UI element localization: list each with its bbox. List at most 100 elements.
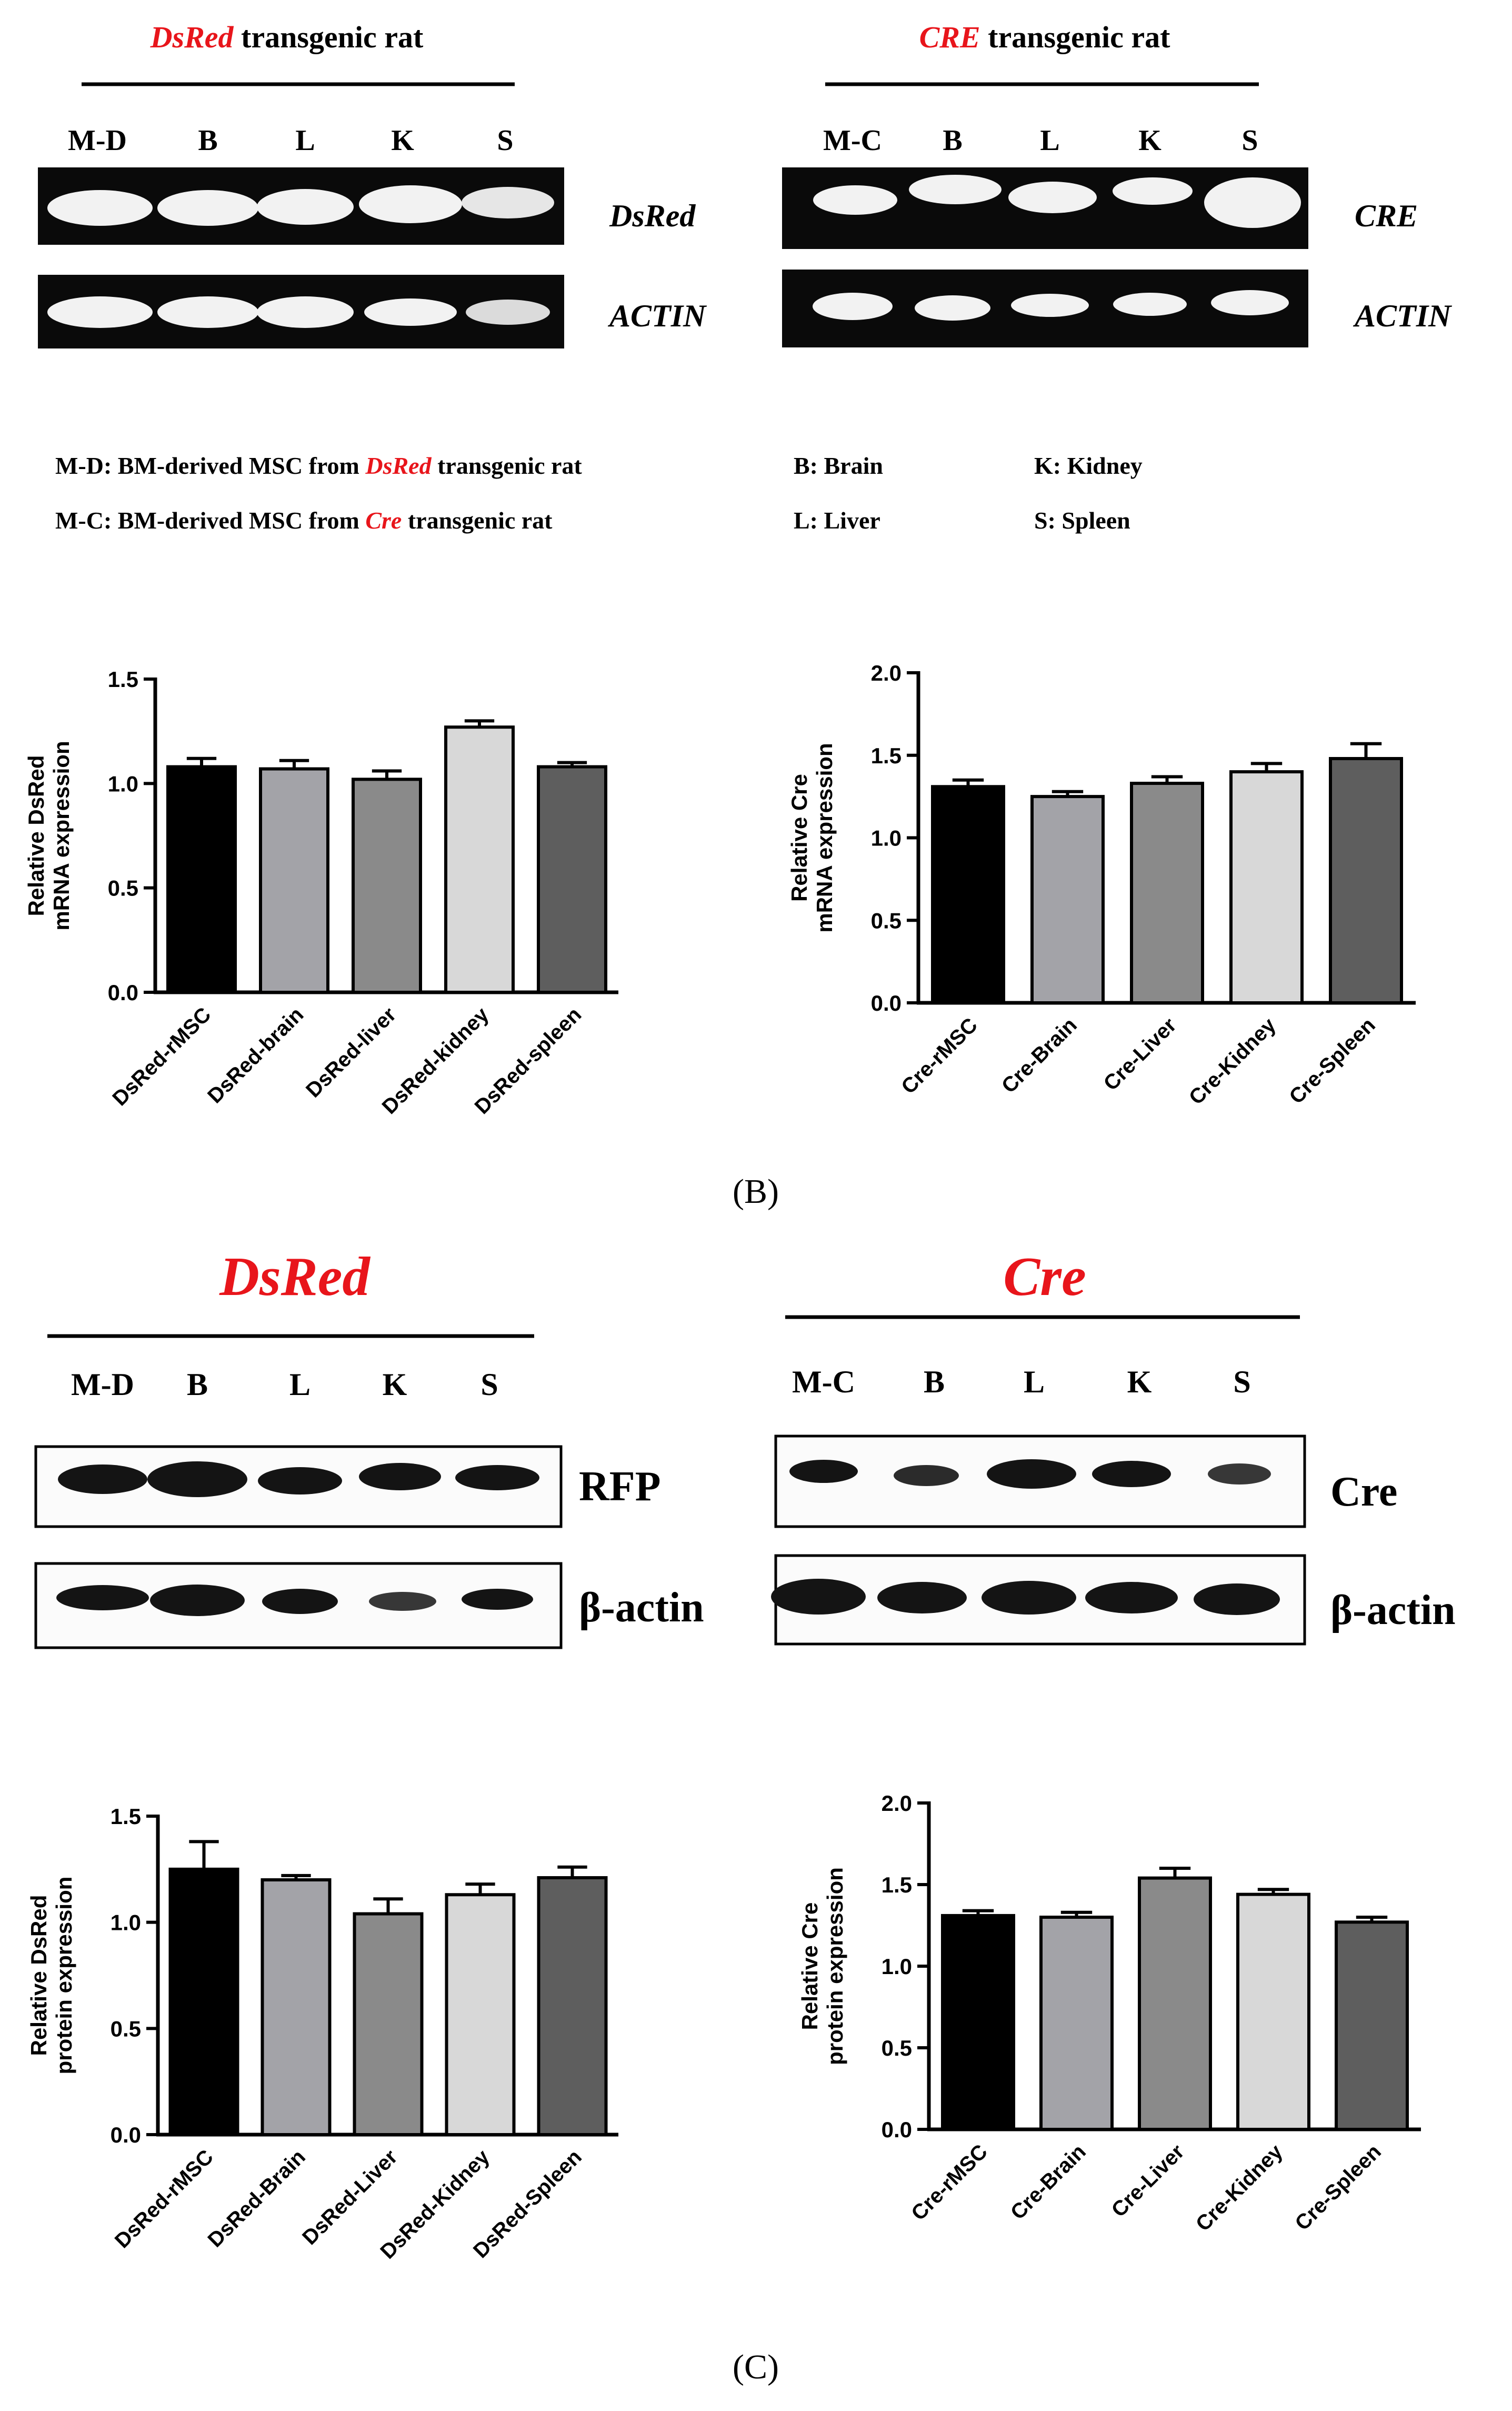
dsred-gel-band <box>462 187 554 218</box>
cre-blot-band <box>877 1582 967 1613</box>
legend-b: B: Brain <box>794 452 883 479</box>
bar <box>259 767 329 994</box>
dsred-blot-lane-label: K <box>383 1367 407 1402</box>
y-tick-label: 1.0 <box>871 826 902 851</box>
dsred-gel-lane-label: K <box>391 124 414 157</box>
y-tick-label: 0.0 <box>108 980 138 1005</box>
dsred-blot-band <box>369 1592 436 1611</box>
dsred-blot-bands <box>56 1461 539 1616</box>
x-category-label: Cre-Kidney <box>1191 2140 1288 2236</box>
dsred-blot-band <box>258 1467 342 1495</box>
cre-gel-band <box>1113 293 1187 316</box>
dsred-actin-row-label: ACTIN <box>607 298 707 333</box>
cre-gel-band <box>909 175 1002 204</box>
dsred-gel-band <box>157 296 258 328</box>
legend-mc: M-C: BM-derived MSC from Cre transgenic … <box>55 507 553 534</box>
cre-gel-band <box>1204 177 1301 228</box>
y-tick-label: 0.5 <box>871 908 902 933</box>
rfp-row-label: RFP <box>579 1463 661 1510</box>
dsred-blot-band <box>455 1465 539 1490</box>
dsred-gel-row-label: DsRed <box>609 198 696 233</box>
chart-dsred-mrna: 0.0 0.5 1.0 1.5 Relative DsRedmRNA expressio… <box>24 667 618 1119</box>
bar <box>537 1876 608 2136</box>
bar <box>1329 757 1403 1005</box>
x-category-label: DsRed-liver <box>302 1003 400 1102</box>
cre-gel-band <box>1008 182 1097 213</box>
bar <box>1130 782 1204 1005</box>
y-axis-label: Relative Creprotein expression <box>797 1867 847 2065</box>
bar <box>1229 770 1304 1004</box>
dsred-gel-band <box>257 189 354 225</box>
x-category-label: Cre-Liver <box>1099 1013 1181 1095</box>
bar <box>1236 1892 1310 2131</box>
cre-actin-row-label: ACTIN <box>1353 298 1453 333</box>
cre-blot-band <box>1092 1461 1171 1487</box>
dsred-beta-actin-row-label: β-actin <box>579 1585 704 1631</box>
dsred-blot-band <box>56 1585 149 1610</box>
dsred-blot-title: DsRed <box>219 1246 371 1307</box>
cre-blot-band <box>771 1579 866 1615</box>
cre-gel-lane-label: K <box>1138 124 1161 157</box>
dsred-gel-band <box>466 300 550 325</box>
x-category-label: DsRed-rMSC <box>108 1003 215 1110</box>
cre-gel-band <box>813 293 893 320</box>
y-axis-label: Relative DsRedprotein expression <box>26 1877 76 2075</box>
dsred-gel-band <box>157 190 258 226</box>
dsred-blot-band <box>262 1589 338 1614</box>
y-tick-label: 1.0 <box>111 1910 141 1935</box>
legend-s: S: Spleen <box>1034 507 1130 534</box>
panel-c-label: (C) <box>733 2348 779 2386</box>
dsred-gel-lane-label: M-D <box>68 124 127 157</box>
cre-blot-lane-labels: M-C B L K S <box>792 1364 1251 1399</box>
dsred-gel-band <box>257 296 354 328</box>
cre-gel-title: CRE transgenic rat <box>919 20 1171 54</box>
dsred-gel-bands <box>47 185 554 328</box>
bar <box>1138 1876 1212 2131</box>
cre-gel-band <box>1211 290 1289 315</box>
cre-gel-lane-labels: M-C B L K S <box>823 124 1258 157</box>
cre-blot-bands <box>771 1459 1280 1615</box>
bar <box>261 1878 332 2136</box>
bar <box>353 1912 424 2137</box>
chart-cre-mrna: 0.0 0.5 1.0 1.5 2.0 Relative CremRNA expressi… <box>787 661 1416 1109</box>
dsred-gel-lane-labels: M-D B L K S <box>68 124 514 157</box>
cre-gel-lane-label: S <box>1241 124 1258 157</box>
y-tick-label: 1.5 <box>871 743 902 768</box>
x-category-label: DsRed-brain <box>203 1003 308 1108</box>
cre-blot-band <box>789 1460 858 1483</box>
dsred-blot-band <box>359 1463 441 1490</box>
panel-b-label: (B) <box>733 1172 779 1211</box>
cre-gel-band <box>1011 294 1089 317</box>
bar <box>1039 1916 1114 2131</box>
bar <box>352 778 422 994</box>
cre-gel-band <box>915 295 990 321</box>
chart-cre-protein: 0.0 0.5 1.0 1.5 2.0 Relative Creprotein expre… <box>797 1791 1421 2236</box>
bar <box>931 785 1005 1004</box>
cre-gel-lane-label: M-C <box>823 124 882 157</box>
x-category-label: Cre-Spleen <box>1290 2140 1385 2235</box>
dsred-gel-band <box>359 185 462 223</box>
dsred-blot-lane-label: B <box>187 1367 208 1402</box>
dsred-blot-lane-labels: M-D B L K S <box>71 1367 498 1402</box>
cre-blot-band <box>982 1581 1076 1615</box>
dsred-blot-lane-label: L <box>289 1367 311 1402</box>
cre-gel-row-label: CRE <box>1355 198 1418 233</box>
cre-blot-lane-label: S <box>1233 1364 1250 1399</box>
cre-blot-band <box>1208 1463 1271 1485</box>
cre-blot-title: Cre <box>1003 1246 1086 1307</box>
legend-k: K: Kidney <box>1034 452 1143 479</box>
dsred-blot-band <box>58 1464 147 1494</box>
cre-blot-band <box>1194 1583 1280 1615</box>
cre-blot-lane-label: K <box>1127 1364 1152 1399</box>
dsred-gel-lane-label: L <box>295 124 315 157</box>
y-tick-label: 1.0 <box>882 1954 912 1979</box>
y-tick-label: 0.5 <box>108 876 138 901</box>
cre-gel-band <box>813 185 897 215</box>
y-tick-label: 0.0 <box>111 2123 141 2147</box>
x-category-label: Cre-rMSC <box>907 2140 992 2225</box>
x-category-label: DsRed-Liver <box>298 2145 402 2249</box>
x-category-label: Cre-rMSC <box>897 1013 982 1099</box>
chart-dsred-protein: 0.0 0.5 1.0 1.5 Relative DsRedprotein expres… <box>26 1804 618 2264</box>
